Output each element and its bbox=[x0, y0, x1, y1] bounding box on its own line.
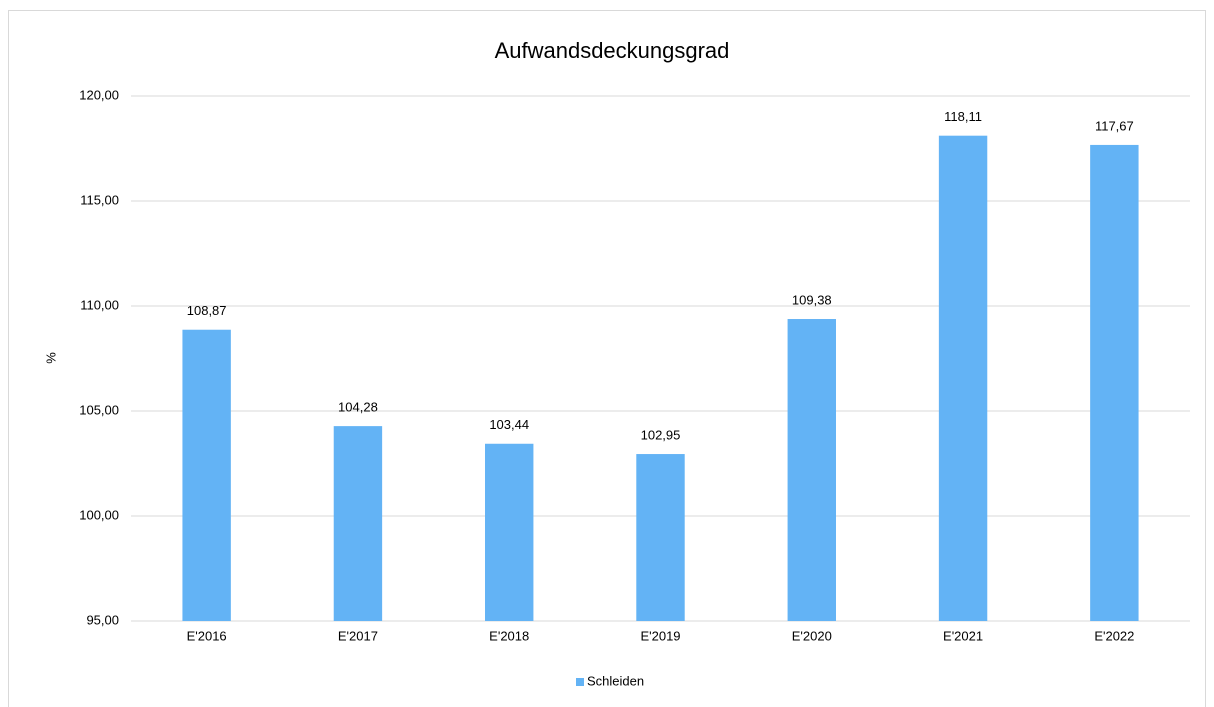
bar bbox=[1090, 144, 1139, 621]
y-tick-label: 105,00 bbox=[79, 402, 119, 417]
bar bbox=[787, 319, 836, 621]
data-label: 117,67 bbox=[1095, 118, 1134, 133]
bar bbox=[938, 135, 988, 621]
data-label: 104,28 bbox=[338, 400, 378, 415]
data-label: 103,44 bbox=[489, 417, 529, 432]
y-axis-label: % bbox=[43, 352, 58, 364]
bar bbox=[333, 426, 383, 621]
y-tick-label: 115,00 bbox=[80, 192, 119, 207]
legend-label: Schleiden bbox=[587, 673, 644, 688]
y-tick-label: 95,00 bbox=[86, 612, 119, 627]
x-tick-label: E'2017 bbox=[338, 628, 378, 643]
data-label: 118,11 bbox=[944, 109, 982, 124]
x-tick-label: E'2019 bbox=[640, 628, 680, 643]
chart-title: Aufwandsdeckungsgrad bbox=[495, 38, 730, 63]
bar bbox=[182, 329, 231, 621]
y-tick-label: 110,00 bbox=[80, 297, 119, 312]
bar bbox=[636, 454, 685, 621]
bar bbox=[485, 443, 534, 621]
y-tick-label: 100,00 bbox=[79, 507, 119, 522]
x-tick-label: E'2021 bbox=[943, 628, 983, 643]
x-tick-label: E'2018 bbox=[489, 628, 529, 643]
data-label: 109,38 bbox=[792, 292, 832, 307]
data-label: 102,95 bbox=[641, 427, 681, 442]
x-tick-label: E'2016 bbox=[187, 628, 227, 643]
data-label: 108,87 bbox=[187, 303, 227, 318]
x-tick-label: E'2022 bbox=[1094, 628, 1134, 643]
y-tick-label: 120,00 bbox=[79, 87, 119, 102]
legend-swatch bbox=[576, 678, 584, 686]
x-tick-label: E'2020 bbox=[792, 628, 832, 643]
